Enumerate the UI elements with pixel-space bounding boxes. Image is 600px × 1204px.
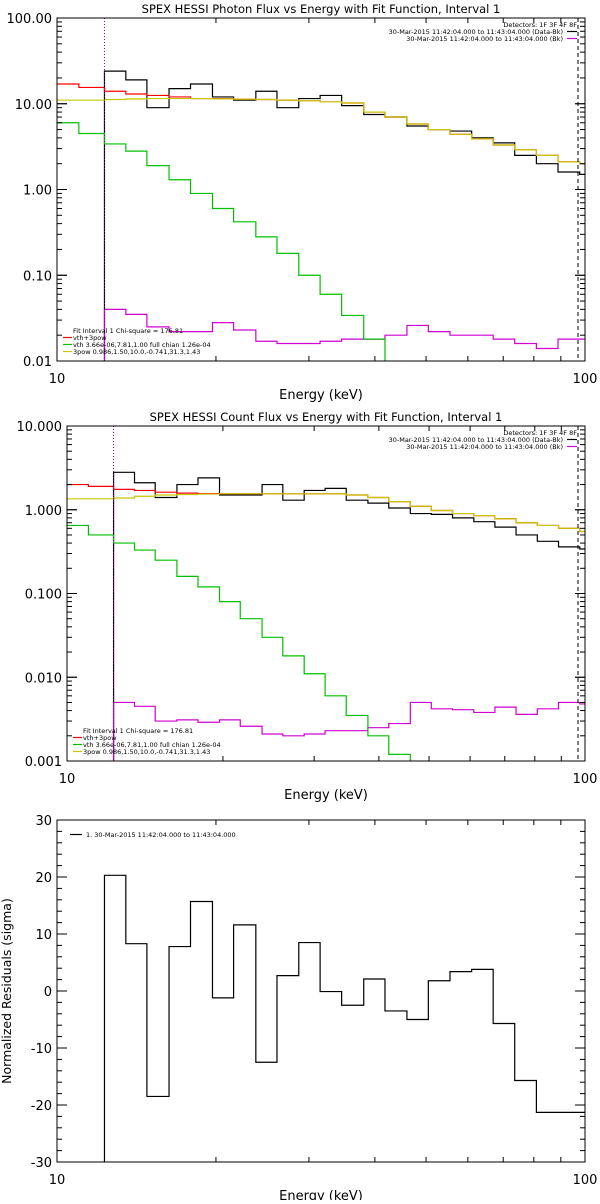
x-tick-label: 100 (573, 372, 598, 387)
plot-frame (66, 425, 586, 762)
x-axis-label: Energy (keV) (284, 788, 368, 803)
x-tick-label: 10 (49, 1173, 66, 1188)
y-tick-label: 0.100 (25, 588, 62, 603)
y-tick-label: 20 (35, 871, 52, 886)
legend-label: vth+3pow (73, 334, 107, 342)
y-tick-label: -10 (31, 1042, 52, 1057)
legend-title: Detectors: 1F 3F 4F 8F (503, 429, 577, 437)
y-tick-label: 0.10 (23, 269, 52, 284)
series-line-bk (103, 308, 585, 361)
plot-frame (56, 17, 586, 362)
x-tick-label: 10 (49, 372, 66, 387)
y-tick-label: 0.01 (23, 355, 52, 370)
legend-label: 30-Mar-2015 11:42:04.000 to 11:43:04.000… (406, 35, 563, 43)
x-tick-label: 10 (59, 772, 76, 787)
legend-top: 1. 30-Mar-2015 11:42:04.000 to 11:43:04.… (70, 831, 236, 839)
y-tick-label: 0 (44, 985, 52, 1000)
y-tick-label: -30 (31, 1156, 52, 1171)
y-tick-label: 0.001 (25, 755, 62, 770)
legend-bottom: Fit Interval 1 Chi-square = 176.81vth+3p… (63, 327, 211, 356)
series-line-vth (67, 524, 411, 761)
legend-label: Fit Interval 1 Chi-square = 176.81 (73, 327, 183, 335)
x-tick-label: 100 (573, 1173, 598, 1188)
chart-panel-1: SPEX HESSI Photon Flux vs Energy with Fi… (7, 2, 598, 403)
series-line-bk (112, 701, 585, 761)
legend-label: 1. 30-Mar-2015 11:42:04.000 to 11:43:04.… (86, 831, 236, 839)
chart-title: SPEX HESSI Count Flux vs Energy with Fit… (150, 410, 503, 424)
y-tick-label: 100.00 (7, 12, 53, 27)
y-tick-label: 1.000 (25, 504, 62, 519)
y-tick-label: -20 (31, 1099, 52, 1114)
legend-label: 30-Mar-2015 11:42:04.000 to 11:43:04.000… (389, 436, 563, 444)
y-tick-label: 0.010 (25, 671, 62, 686)
legend-label: vth 3.66e-06,7.81,1.00 full chian 1.26e-… (73, 341, 211, 349)
series-line-3pow (67, 493, 585, 533)
x-tick-label: 100 (573, 772, 598, 787)
y-tick-label: 10 (35, 928, 52, 943)
series-line-vth (57, 122, 386, 361)
chart-panel-2: SPEX HESSI Count Flux vs Energy with Fit… (17, 410, 598, 803)
legend-label: 30-Mar-2015 11:42:04.000 to 11:43:04.000… (389, 28, 563, 36)
legend-label: vth+3pow (83, 734, 117, 742)
series-line-vth-3pow (67, 483, 585, 533)
series-line-data-bk (103, 70, 585, 361)
series-line-data-bk (112, 471, 585, 761)
y-tick-label: 30 (35, 814, 52, 829)
chart-panel-3: 10 100 Energy (keV) -30 -20 -10 0 10 20 30 Normali… (0, 814, 598, 1204)
y-axis-label: Normalized Residuals (sigma) (0, 898, 14, 1084)
y-tick-label: 10.00 (15, 98, 52, 113)
plot-area (67, 471, 585, 761)
legend-title: Detectors: 1F 3F 4F 8F (503, 21, 577, 29)
legend-label: vth 3.66e-06,7.81,1.00 full chian 1.26e-… (83, 741, 221, 749)
legend-label: Fit Interval 1 Chi-square = 176.81 (83, 727, 193, 735)
y-tick-label: 10.000 (17, 420, 63, 435)
series-line-3pow (57, 97, 585, 165)
legend-label: 3pow 0.986,1.50,10.0,-0.741,31.3,1.43 (73, 348, 200, 356)
legend-bottom: Fit Interval 1 Chi-square = 176.81vth+3p… (73, 727, 221, 756)
legend-label: 30-Mar-2015 11:42:04.000 to 11:43:04.000… (406, 443, 563, 451)
y-tick-label: 1.00 (23, 184, 52, 199)
x-axis-label: Energy (keV) (279, 1189, 363, 1200)
legend-label: 3pow 0.986,1.50,10.0,-0.741,31.3,1.43 (83, 748, 210, 756)
chart-title: SPEX HESSI Photon Flux vs Energy with Fi… (142, 2, 501, 16)
plot-area (57, 70, 585, 361)
series-line-1-30-mar-2015-11-42-04-000-to-11-43-04-000 (103, 874, 585, 1162)
plot-area (103, 874, 585, 1162)
x-axis-label: Energy (keV) (279, 388, 363, 403)
